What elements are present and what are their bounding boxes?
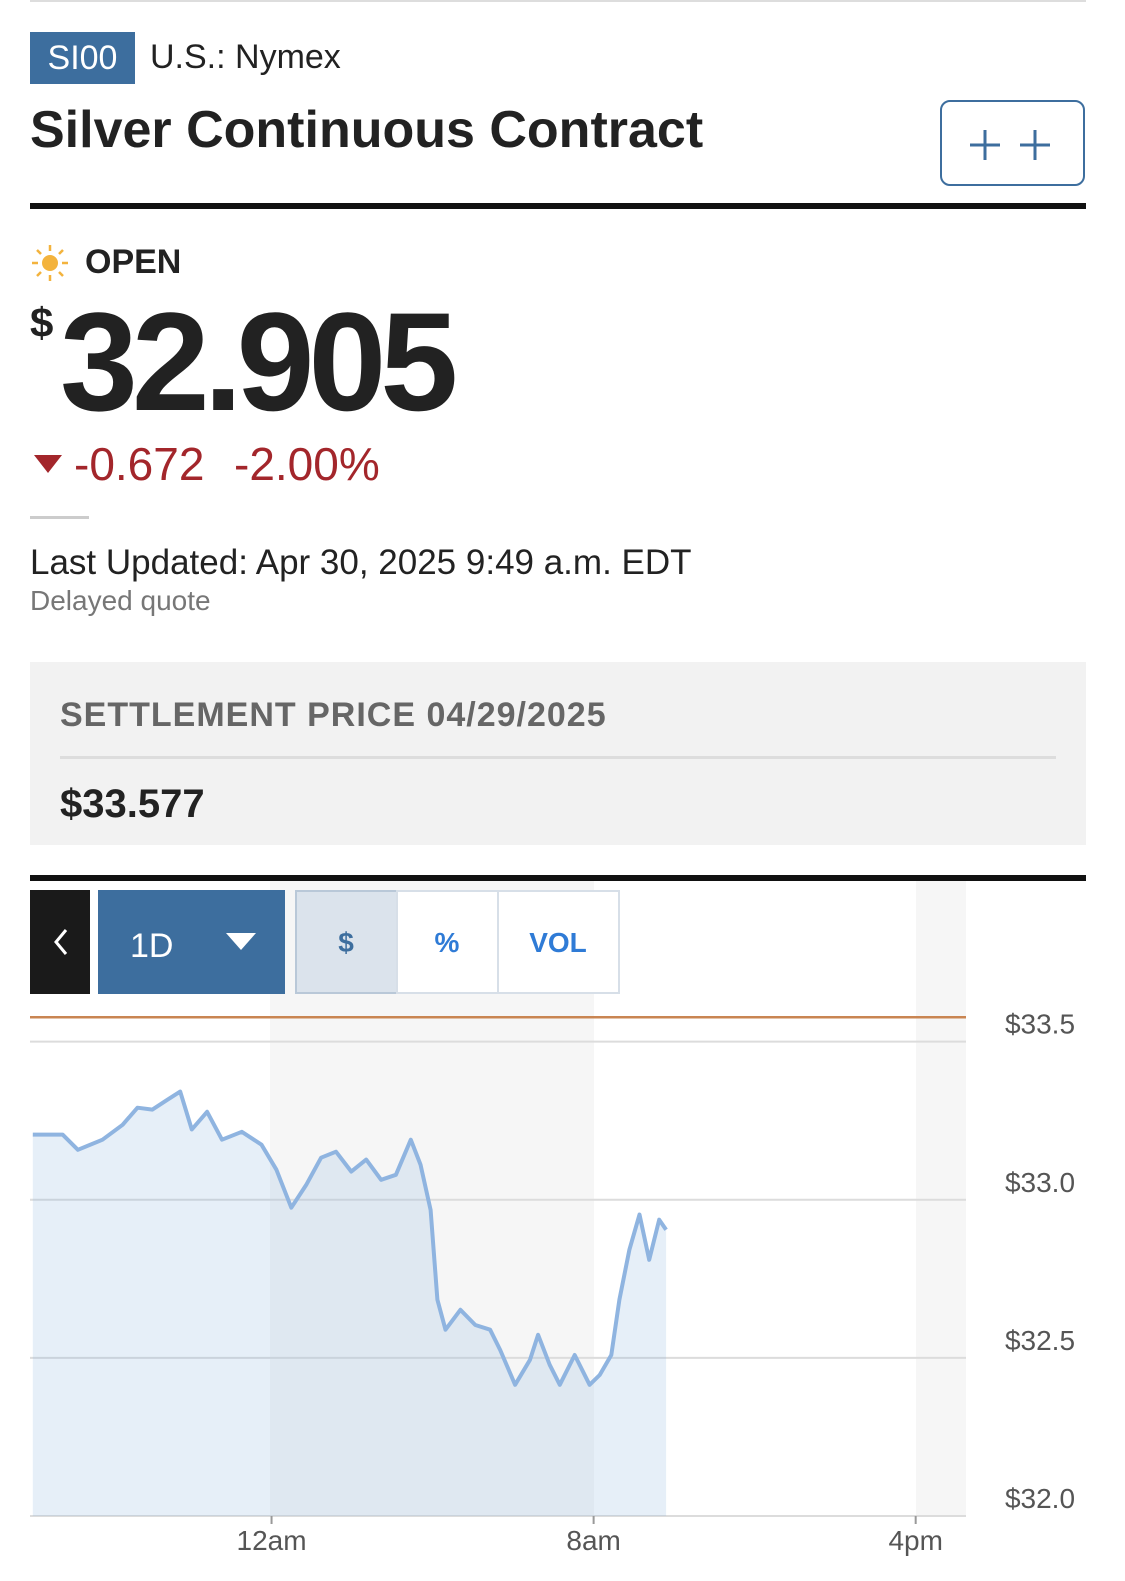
change: -0.672 [74,438,205,490]
x-tick-label: 12am [237,1525,307,1556]
range-dropdown[interactable] [98,890,285,994]
settlement-label: SETTLEMENT PRICE 04/29/2025 [60,696,607,734]
divider [30,516,89,519]
x-tick-label: 8am [566,1525,620,1556]
y-tick-label: $33.0 [1005,1167,1075,1198]
dropdown-icon [226,933,256,950]
last-updated: Last Updated: Apr 30, 2025 9:49 a.m. EDT [30,543,692,582]
down-arrow [34,455,62,473]
settlement-box: SETTLEMENT PRICE 04/29/2025 $33.577 [30,662,1086,845]
settlement-value: $33.577 [60,782,205,826]
tab-button[interactable] [497,890,620,994]
price: 32.905 [60,283,458,440]
session-shade [916,881,966,1516]
back-icon [54,929,68,955]
tab-label: % [435,927,460,958]
rule [30,875,1086,881]
chart: $32.0 $32.5 $33.0 $33.5 12am 8am 4pm 1D $ % VO… [30,881,1075,1556]
area-fill [32,1091,667,1516]
y-tick-label: $32.0 [1005,1483,1075,1514]
x-tick-label: 4pm [888,1525,942,1556]
market-status: OPEN [85,243,182,281]
tab-label: $ [338,927,354,958]
tab-label: VOL [529,927,587,958]
tab-button[interactable] [295,890,398,994]
title: Silver Continuous Contract [30,101,704,159]
watchlist-button[interactable] [940,100,1085,186]
delay-note: Delayed quote [30,585,211,616]
top-border [30,0,1086,2]
currency-symbol: $ [30,299,54,346]
plus-icons [970,130,1050,160]
tab-button[interactable] [396,890,499,994]
y-tick-label: $33.5 [1005,1009,1075,1040]
y-tick-label: $32.5 [1005,1325,1075,1356]
back-button[interactable] [30,890,90,994]
sun-icon [32,245,68,281]
exchange: U.S.: Nymex [150,38,341,76]
rule [30,203,1086,209]
price-line [32,1089,668,1387]
symbol-badge: SI00 [30,32,135,84]
settlement-divider [60,756,1056,759]
change-percent: -2.00% [234,438,380,490]
range-label: 1D [130,927,173,965]
